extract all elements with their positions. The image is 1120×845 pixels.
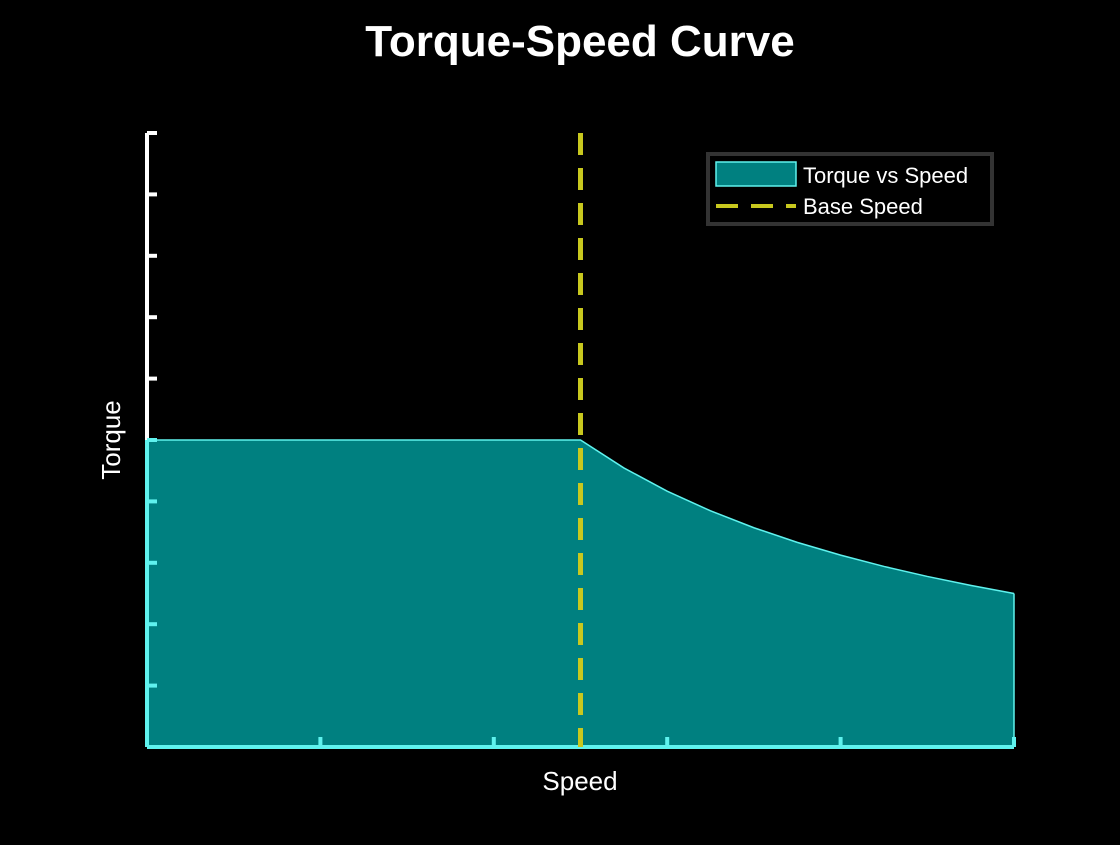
- legend-swatch-torque: [715, 161, 797, 187]
- x-axis-label: Speed: [542, 766, 617, 796]
- legend: Torque vs Speed Base Speed: [706, 152, 994, 226]
- chart-title: Torque-Speed Curve: [365, 17, 794, 66]
- legend-label-base-speed: Base Speed: [803, 194, 923, 219]
- plot-area: [145, 131, 1016, 749]
- torque-area-edge: [147, 439, 1015, 595]
- legend-label-torque: Torque vs Speed: [803, 163, 968, 188]
- y-axis-label: Torque: [96, 400, 126, 480]
